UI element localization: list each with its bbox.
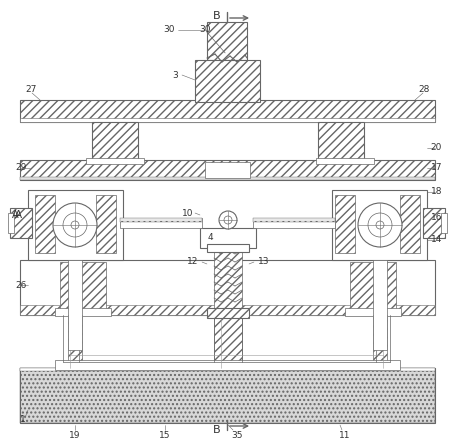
Bar <box>253 218 335 228</box>
Bar <box>55 360 400 370</box>
Text: A: A <box>12 210 19 220</box>
Bar <box>92 122 138 162</box>
Text: B: B <box>212 11 220 21</box>
Bar <box>20 177 435 180</box>
Bar <box>400 195 420 253</box>
Bar <box>195 60 260 102</box>
Bar <box>120 218 202 222</box>
Text: 28: 28 <box>419 86 430 94</box>
Text: A: A <box>15 210 21 220</box>
Bar <box>20 100 435 122</box>
Bar <box>335 195 355 253</box>
Text: 16: 16 <box>430 213 442 223</box>
Bar <box>20 368 435 371</box>
Text: 10: 10 <box>182 209 193 217</box>
Bar <box>207 244 249 252</box>
Bar <box>68 260 82 350</box>
Bar <box>316 158 374 164</box>
Text: 20: 20 <box>430 143 442 153</box>
Text: 4: 4 <box>207 232 213 242</box>
Bar <box>423 208 445 238</box>
Bar <box>373 315 387 370</box>
Bar <box>20 368 435 423</box>
Text: 1: 1 <box>20 415 26 425</box>
Bar <box>28 190 123 260</box>
Text: 19: 19 <box>69 431 81 441</box>
Bar <box>20 305 435 315</box>
Text: 3: 3 <box>172 71 178 79</box>
Text: 12: 12 <box>187 258 198 266</box>
Text: 30: 30 <box>199 26 211 34</box>
Bar <box>96 195 116 253</box>
Bar <box>214 248 242 310</box>
Text: 18: 18 <box>430 187 442 197</box>
Bar <box>35 195 55 253</box>
Circle shape <box>368 213 392 237</box>
Text: 14: 14 <box>430 235 442 244</box>
Text: 13: 13 <box>258 258 269 266</box>
Text: 35: 35 <box>231 431 243 441</box>
Bar <box>441 213 447 233</box>
Bar <box>20 160 435 180</box>
Bar <box>318 122 364 162</box>
Bar <box>205 162 250 178</box>
Bar <box>373 260 387 350</box>
Circle shape <box>219 211 237 229</box>
Bar <box>68 315 82 370</box>
Circle shape <box>358 203 402 247</box>
Circle shape <box>376 221 384 229</box>
Bar <box>350 262 396 312</box>
Bar <box>20 118 435 122</box>
Bar <box>207 308 249 318</box>
Bar <box>20 368 435 423</box>
Text: 27: 27 <box>25 86 36 94</box>
Circle shape <box>53 203 97 247</box>
Text: 29: 29 <box>15 164 26 172</box>
Text: B: B <box>212 425 220 435</box>
Bar <box>120 218 202 228</box>
Text: 11: 11 <box>339 431 351 441</box>
Bar <box>86 158 144 164</box>
Circle shape <box>224 216 232 224</box>
Bar <box>332 190 427 260</box>
Text: 30: 30 <box>163 26 175 34</box>
Text: 17: 17 <box>430 164 442 172</box>
Bar <box>200 228 256 248</box>
Text: 15: 15 <box>159 431 171 441</box>
Circle shape <box>71 221 79 229</box>
Bar <box>10 208 32 238</box>
Bar <box>63 315 79 365</box>
Bar <box>8 213 14 233</box>
Bar <box>214 315 242 370</box>
Text: 26: 26 <box>15 280 26 289</box>
Bar <box>207 22 247 60</box>
Bar <box>55 308 111 316</box>
Bar <box>60 262 106 312</box>
Bar <box>345 308 401 316</box>
Bar <box>253 218 335 222</box>
Circle shape <box>63 213 87 237</box>
Bar <box>20 260 435 315</box>
